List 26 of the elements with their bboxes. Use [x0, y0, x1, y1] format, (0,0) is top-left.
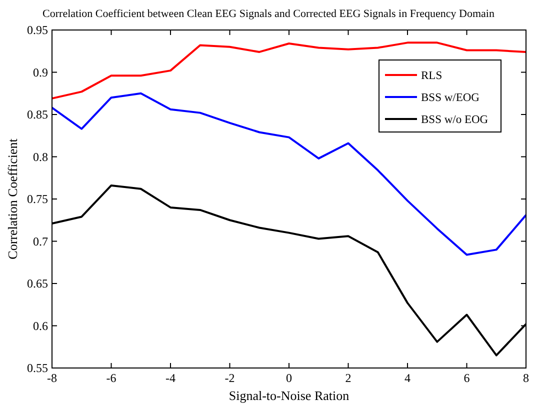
y-tick-label: 0.95 [27, 23, 48, 37]
x-tick-label: 6 [464, 371, 470, 385]
x-tick-label: -4 [166, 371, 176, 385]
x-tick-label: -2 [224, 371, 235, 385]
x-axis-title: Signal-to-Noise Ration [228, 388, 350, 403]
x-tick-label: 0 [286, 371, 292, 385]
x-tick-label: -8 [47, 371, 57, 385]
x-tick-label: 4 [404, 371, 410, 385]
y-tick-label: 0.8 [33, 150, 48, 164]
y-tick-label: 0.9 [33, 65, 48, 80]
x-tick-label: 8 [523, 371, 529, 385]
legend-label: BSS w/o EOG [421, 114, 488, 126]
y-tick-label: 0.55 [27, 361, 48, 375]
y-tick-label: 0.65 [27, 276, 48, 290]
x-tick-label: 2 [345, 371, 352, 385]
line-series [51, 92, 527, 256]
x-tick-label: -6 [106, 371, 116, 385]
legend-label: RLS [421, 70, 442, 82]
y-tick-label: 0.75 [27, 192, 48, 206]
y-axis-title: Correlation Coefficient [5, 138, 20, 260]
y-tick-label: 0.85 [27, 108, 48, 122]
chart-title: Correlation Coefficient between Clean EEG Signals and Corrected EEG Signals in Frequency Domain [42, 8, 495, 20]
line-series [51, 42, 527, 100]
y-tick-label: 0.6 [33, 318, 48, 333]
legend-label: BSS w/EOG [421, 92, 480, 104]
y-tick-label: 0.7 [33, 234, 48, 248]
